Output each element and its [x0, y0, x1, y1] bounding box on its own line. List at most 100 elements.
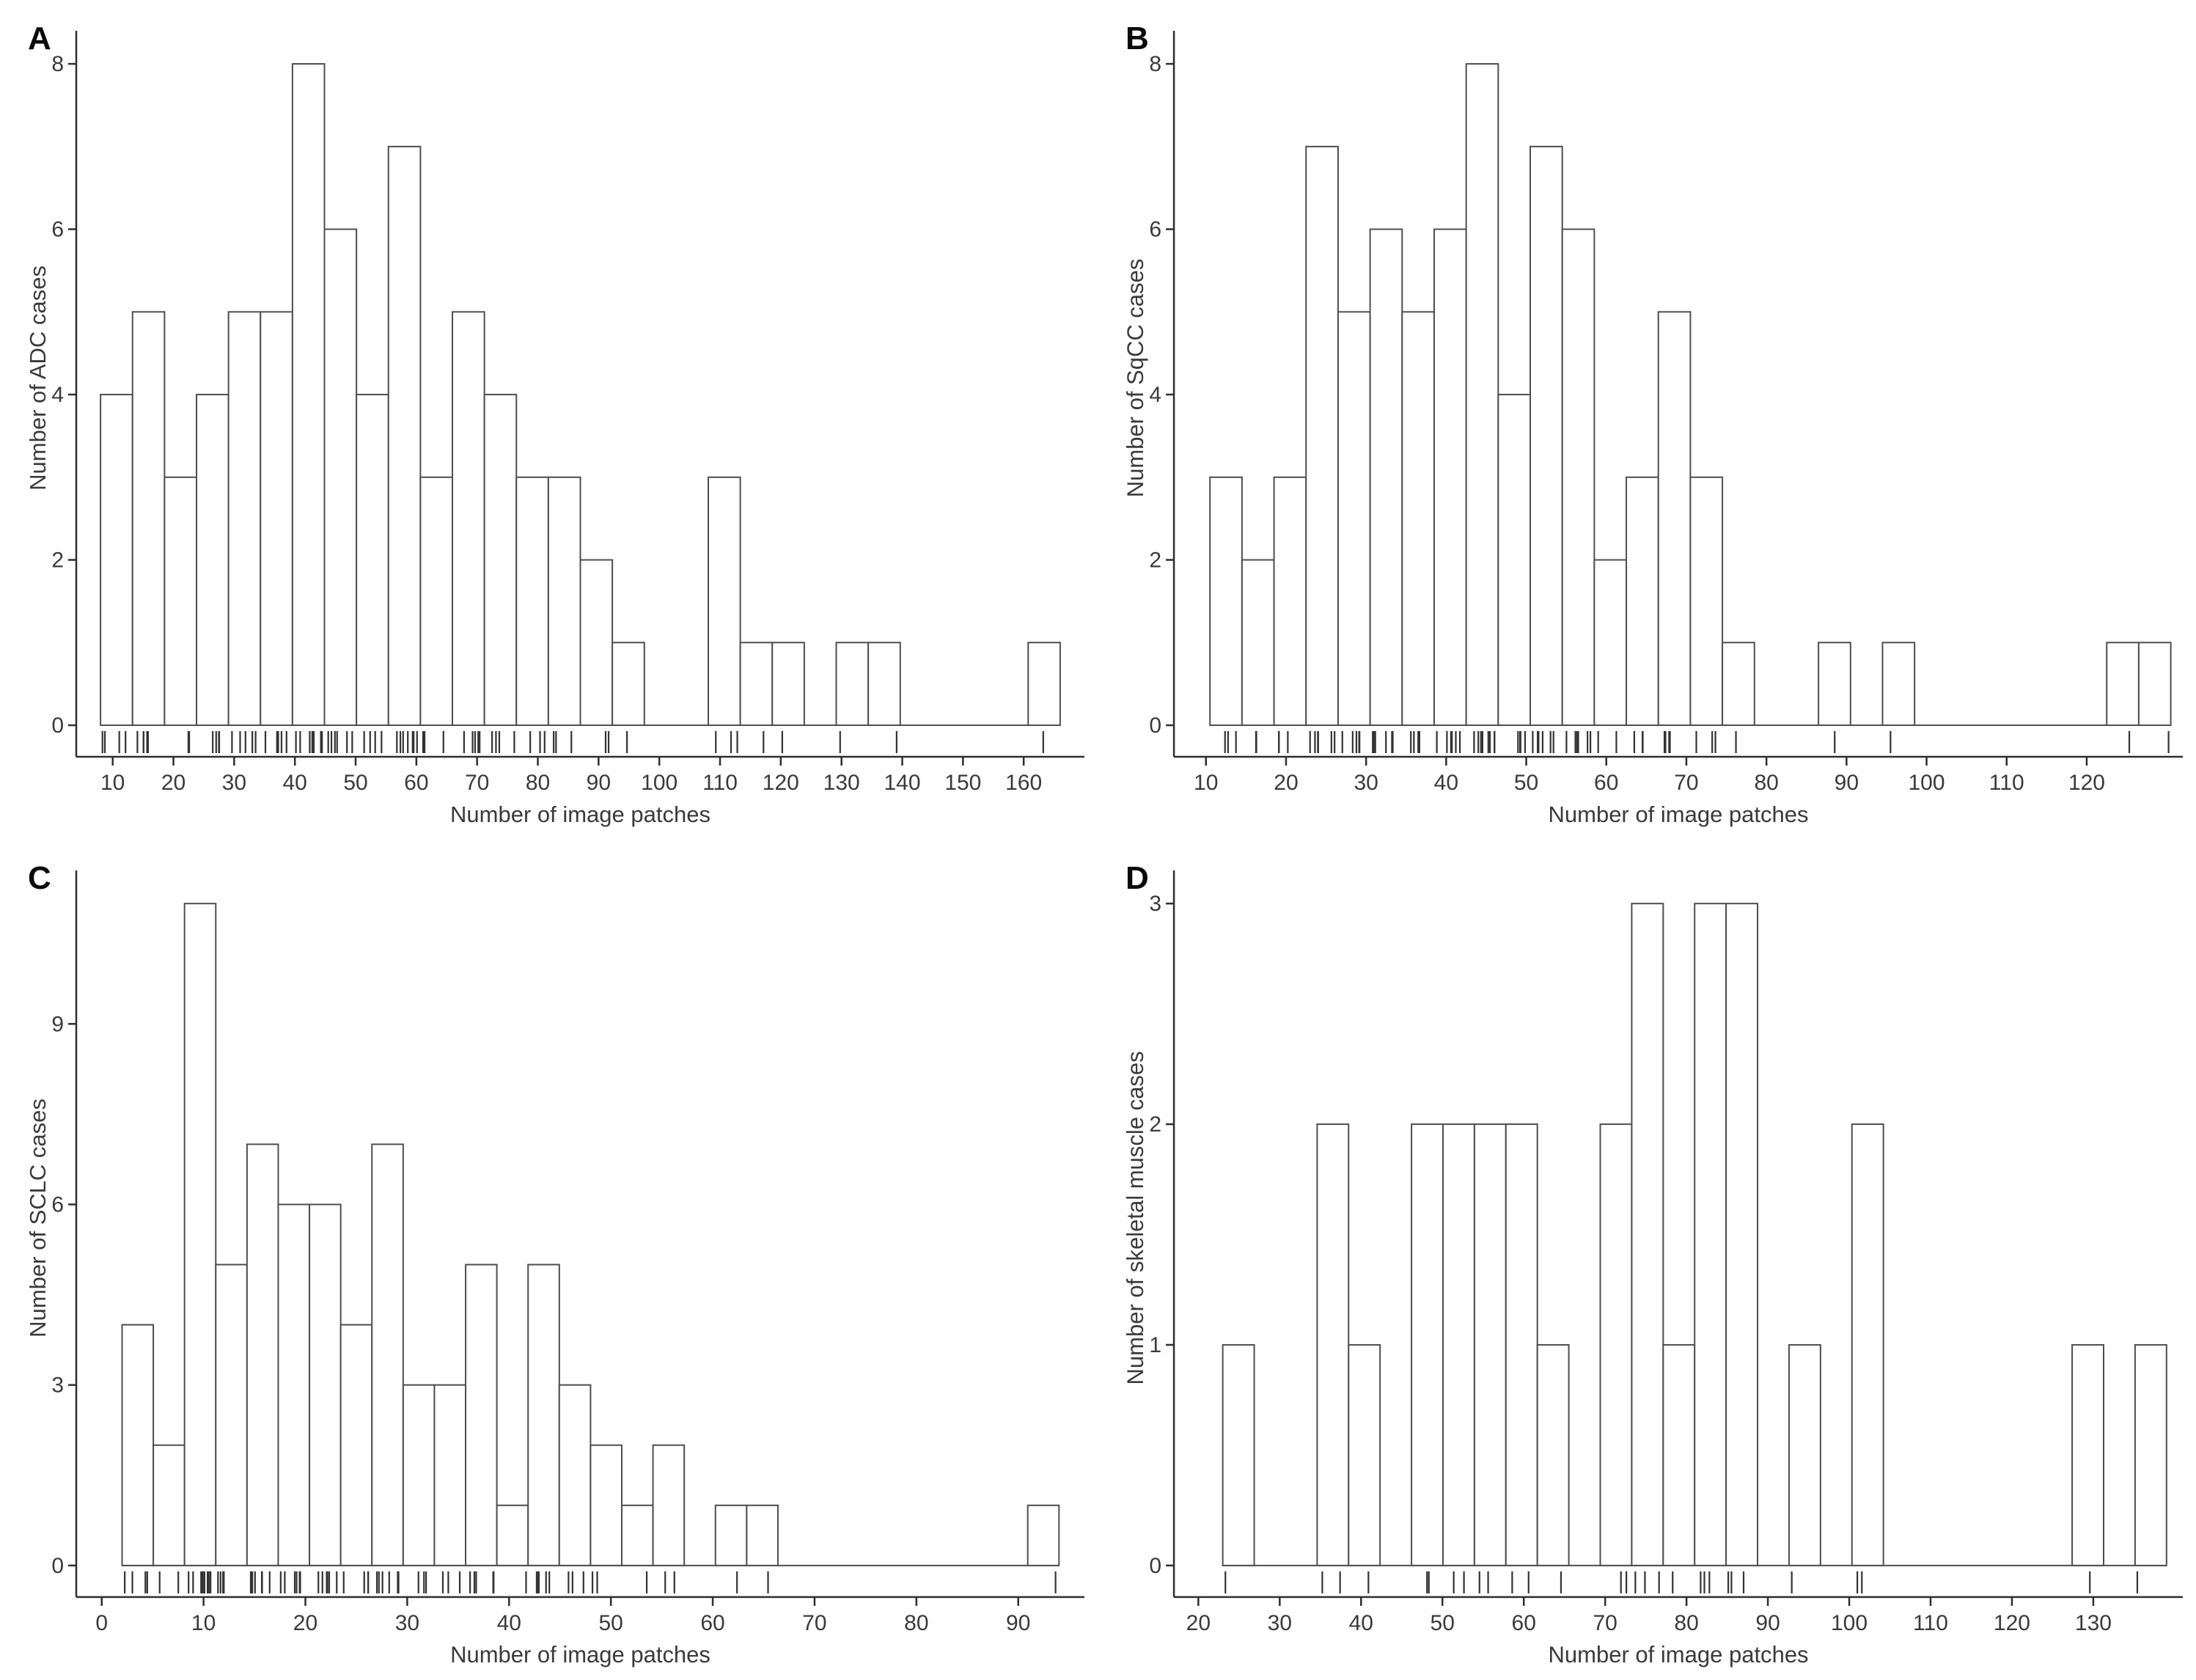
panel-d-skeletal-muscle-histogram: D 0 1 2 3 20 30 40 50 60 70 80 90 100 110 120 130 Number…	[1098, 840, 2196, 1680]
x-tick-label: 140	[884, 771, 920, 795]
histogram-bar	[1818, 642, 1851, 726]
histogram-bar	[1851, 1123, 1884, 1566]
histogram-bar	[1241, 559, 1275, 726]
histogram-bar	[131, 311, 166, 726]
x-tick-label: 40	[1349, 1611, 1373, 1635]
histogram-bar	[1273, 476, 1307, 726]
y-tick-label: 0	[51, 714, 64, 738]
histogram-bar	[1497, 394, 1532, 726]
panel-letter-a: A	[28, 21, 52, 56]
histogram-bar	[339, 1324, 373, 1566]
sqcc-histogram-chart: 0 2 4 6 8 10 20 30 40 50 60 70 80 90 100 110 120 Number o…	[1123, 31, 2183, 827]
histogram-bar	[739, 642, 774, 726]
histogram-bar	[579, 559, 614, 726]
y-tick-label: 1	[1149, 1333, 1161, 1357]
x-tick-label: 50	[1431, 1611, 1455, 1635]
histogram-bar	[1722, 642, 1755, 726]
y-tick-label: 6	[51, 218, 64, 242]
histogram-bar	[371, 1143, 404, 1566]
histogram-bar	[1465, 63, 1499, 727]
histogram-bar	[215, 1263, 248, 1566]
histogram-bar	[652, 1444, 686, 1566]
x-axis-title: Number of image patches	[450, 1642, 710, 1668]
histogram-bar	[2106, 642, 2140, 726]
x-tick-label: 90	[1755, 1611, 1780, 1635]
x-tick-label: 110	[702, 771, 738, 795]
y-tick-label: 8	[1149, 52, 1161, 76]
histogram-bar	[1530, 145, 1563, 727]
x-tick-label: 90	[1835, 771, 1859, 795]
x-tick-label: 100	[641, 771, 677, 795]
histogram-bar	[1369, 228, 1403, 727]
histogram-bar	[1599, 1123, 1633, 1566]
histogram-bar	[227, 311, 262, 726]
x-tick-label: 70	[802, 1611, 826, 1635]
histogram-bar	[558, 1384, 592, 1566]
histogram-bar	[402, 1384, 436, 1566]
histogram-bar	[2137, 642, 2172, 726]
y-tick-label: 2	[1149, 549, 1161, 573]
x-axis-title: Number of image patches	[1548, 802, 1808, 827]
x-tick-label: 50	[343, 771, 367, 795]
histogram-bar	[547, 476, 581, 726]
x-tick-label: 10	[100, 771, 125, 795]
histogram-bar	[1505, 1123, 1538, 1566]
histogram-bar	[1442, 1123, 1475, 1566]
histogram-bar	[1348, 1343, 1381, 1566]
histogram-bar	[1222, 1343, 1255, 1566]
y-tick-label: 4	[1149, 383, 1161, 407]
x-tick-label: 120	[763, 771, 799, 795]
histogram-bar	[1027, 1504, 1060, 1566]
histogram-bar	[419, 476, 454, 726]
x-tick-label: 100	[1909, 771, 1945, 795]
histogram-bar	[277, 1203, 311, 1566]
histogram-bar	[246, 1143, 279, 1566]
x-tick-label: 30	[1354, 771, 1378, 795]
x-tick-label: 20	[1186, 1611, 1211, 1635]
histogram-bar	[1725, 903, 1759, 1566]
y-tick-label: 0	[1149, 714, 1161, 738]
histogram-bar	[1027, 642, 1061, 726]
x-tick-label: 50	[1514, 771, 1538, 795]
histogram-bar	[1561, 228, 1595, 727]
panel-a-adc-histogram: A 0 2 4 6 8 10 20 30 40 50 60 70 80 90 100 110 120 130 140…	[0, 0, 1098, 840]
panel-letter-d: D	[1125, 860, 1150, 896]
histogram-bar	[1209, 476, 1243, 726]
panel-letter-c: C	[28, 860, 52, 896]
histogram-bar	[291, 63, 326, 727]
histogram-bar	[746, 1504, 779, 1566]
y-axis-title: Number of skeletal muscle cases	[1123, 1051, 1148, 1384]
histogram-bar	[835, 642, 870, 726]
x-tick-label: 70	[1674, 771, 1698, 795]
histogram-bar	[714, 1504, 748, 1566]
histogram-bar	[1694, 903, 1727, 1566]
histogram-bar	[1626, 476, 1659, 726]
histogram-bar	[433, 1384, 467, 1566]
x-tick-label: 60	[404, 771, 428, 795]
x-tick-label: 20	[161, 771, 186, 795]
x-tick-label: 80	[1754, 771, 1778, 795]
histogram-bar	[323, 228, 358, 727]
histogram-bar	[100, 394, 133, 726]
x-tick-label: 120	[1994, 1611, 2030, 1635]
panel-c-sclc-histogram: C 0 3 6 9 0 10 20 30 40 50 60 70 80 90 Number of image…	[0, 840, 1098, 1680]
x-tick-label: 60	[700, 1611, 724, 1635]
histogram-bar	[1689, 476, 1724, 726]
histogram-bar	[164, 476, 198, 726]
x-tick-label: 40	[283, 771, 307, 795]
histogram-bar	[1411, 1123, 1444, 1566]
y-tick-label: 3	[51, 1373, 64, 1398]
histogram-bar	[2134, 1343, 2167, 1566]
x-tick-label: 70	[465, 771, 489, 795]
y-tick-label: 6	[1149, 218, 1161, 242]
x-tick-label: 40	[497, 1611, 521, 1635]
x-tick-label: 100	[1831, 1611, 1868, 1635]
x-axis-title: Number of image patches	[450, 802, 710, 827]
y-tick-label: 6	[51, 1192, 64, 1217]
x-tick-label: 90	[1006, 1611, 1030, 1635]
x-tick-label: 80	[1674, 1611, 1698, 1635]
x-tick-label: 80	[526, 771, 550, 795]
histogram-bar	[620, 1504, 654, 1566]
x-axis-title: Number of image patches	[1548, 1642, 1808, 1668]
